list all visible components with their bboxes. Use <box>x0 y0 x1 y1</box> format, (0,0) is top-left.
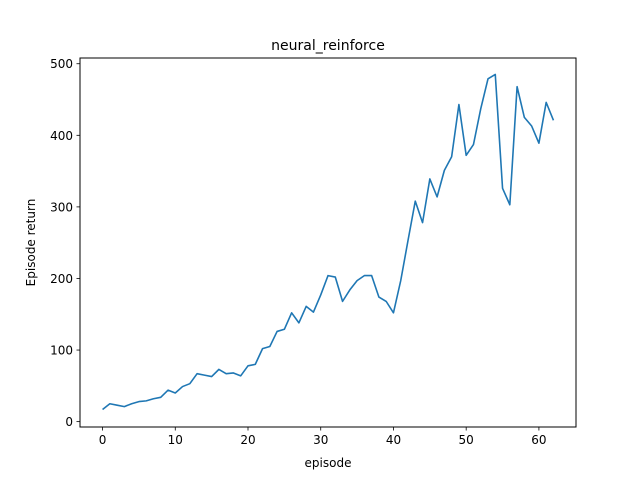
x-tick-label: 40 <box>386 433 401 447</box>
y-tick-label: 0 <box>65 415 73 429</box>
x-axis-label: episode <box>305 456 352 470</box>
y-tick-label: 100 <box>50 344 73 358</box>
x-tick-label: 0 <box>99 433 107 447</box>
y-tick-label: 400 <box>50 129 73 143</box>
x-tick-label: 30 <box>313 433 328 447</box>
x-tick-label: 20 <box>240 433 255 447</box>
y-tick-label: 500 <box>50 57 73 71</box>
x-tick-label: 60 <box>531 433 546 447</box>
chart-title: neural_reinforce <box>271 38 385 54</box>
y-tick-label: 300 <box>50 200 73 214</box>
x-tick-label: 50 <box>459 433 474 447</box>
y-tick-label: 200 <box>50 272 73 286</box>
y-axis-label: Episode return <box>24 199 38 287</box>
x-tick-label: 10 <box>168 433 183 447</box>
